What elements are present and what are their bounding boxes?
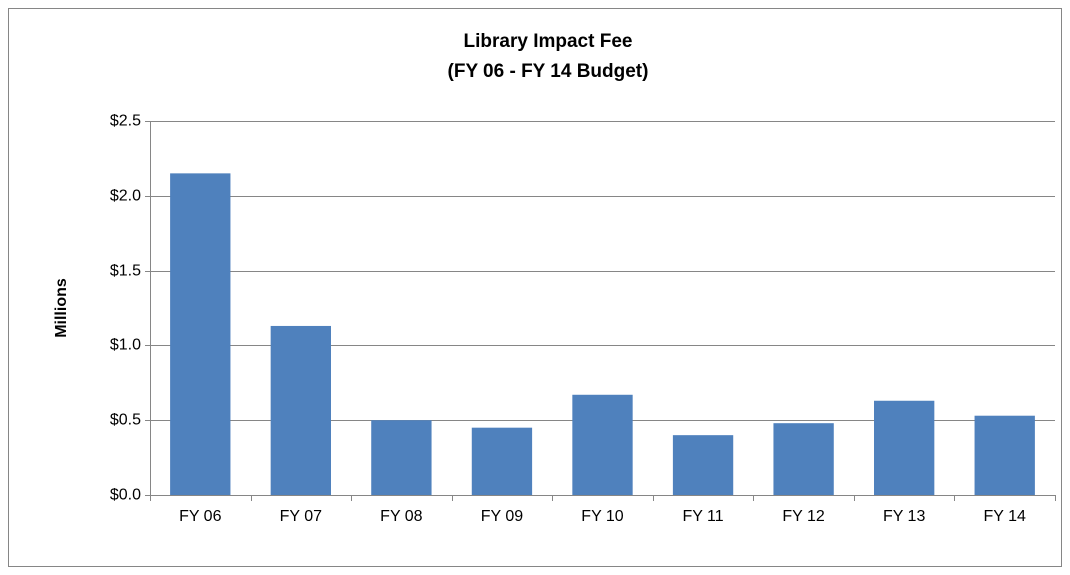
x-tick-label: FY 13 [883,508,926,525]
y-tick-label: $0.0 [110,487,141,504]
y-tick-label: $1.5 [110,263,141,280]
x-tick-label: FY 06 [179,508,222,525]
x-tick-label: FY 11 [682,508,723,525]
bar [672,435,734,495]
bar [874,400,935,495]
y-tick-label: $2.0 [110,188,141,205]
bar [572,394,633,495]
bar [170,173,231,496]
bar [471,427,533,495]
chart-title: Library Impact Fee [464,31,633,52]
chart-subtitle: (FY 06 - FY 14 Budget) [448,61,649,82]
x-tick-label: FY 08 [380,508,423,525]
x-tick-label: FY 07 [280,508,323,525]
bar [974,415,1035,495]
bar [773,423,834,495]
x-tick-label: FY 10 [581,508,624,525]
y-tick-label: $0.5 [110,412,141,429]
x-tick-label: FY 12 [782,508,825,525]
x-tick-label: FY 14 [984,508,1027,525]
y-tick-label: $1.0 [110,337,141,354]
bar [371,420,432,495]
x-tick-label: FY 09 [481,508,524,525]
bar [270,325,331,495]
y-axis-label: Millions [53,278,70,338]
y-tick-label: $2.5 [110,113,141,130]
